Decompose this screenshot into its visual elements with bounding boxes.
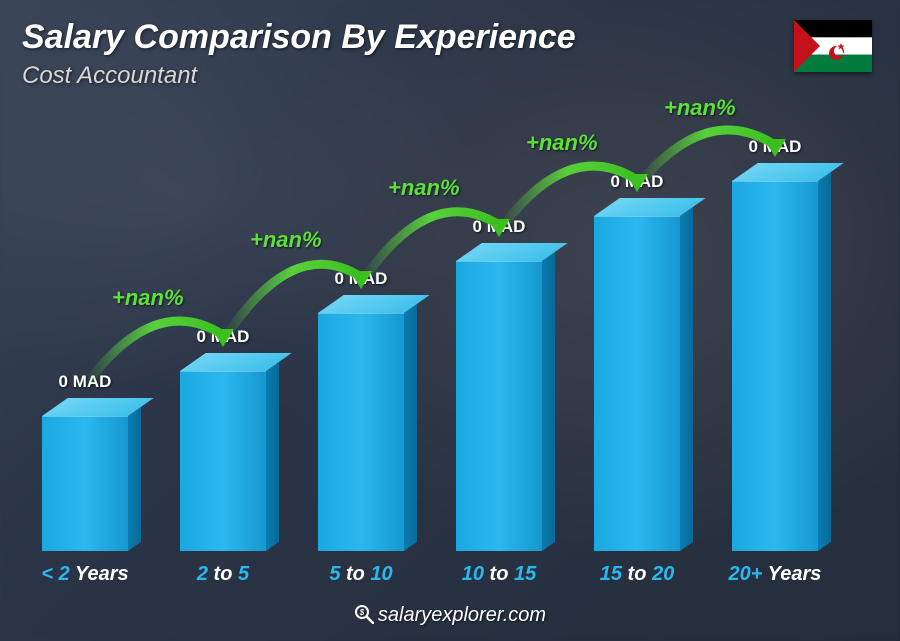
bar-front xyxy=(456,261,542,551)
bar-side xyxy=(542,252,555,551)
bar xyxy=(732,181,818,551)
chart-title: Salary Comparison By Experience xyxy=(22,18,576,57)
bar-value-label: 0 MAD xyxy=(444,217,554,237)
x-axis-label: 5 to 10 xyxy=(306,563,416,586)
bar-front xyxy=(594,216,680,551)
x-axis-label: 15 to 20 xyxy=(582,563,692,586)
bar xyxy=(456,261,542,551)
bar xyxy=(318,313,404,551)
percent-increase-label: +nan% xyxy=(526,130,598,156)
chart-subtitle: Cost Accountant xyxy=(22,62,197,90)
bar-value-label: 0 MAD xyxy=(168,327,278,347)
bar-value-label: 0 MAD xyxy=(30,372,140,392)
percent-increase-label: +nan% xyxy=(388,175,460,201)
bar-value-label: 0 MAD xyxy=(582,172,692,192)
bar-front xyxy=(180,371,266,551)
x-axis-label: < 2 Years xyxy=(30,563,140,586)
bar-side xyxy=(128,407,141,551)
bar xyxy=(42,416,128,551)
bar-side xyxy=(818,172,831,551)
x-axis-label: 20+ Years xyxy=(720,563,830,586)
footer-text: salaryexplorer.com xyxy=(378,604,546,626)
bar xyxy=(594,216,680,551)
bar-value-label: 0 MAD xyxy=(720,137,830,157)
svg-text:$: $ xyxy=(359,608,365,617)
chart-area: 0 MAD 0 MAD 0 MAD 0 MAD 0 MAD 0 MAD xyxy=(30,100,860,551)
bar-side xyxy=(404,304,417,551)
x-axis-label: 10 to 15 xyxy=(444,563,554,586)
percent-increase-label: +nan% xyxy=(112,285,184,311)
footer-attribution: $ salaryexplorer.com xyxy=(0,604,900,627)
magnify-dollar-icon: $ xyxy=(354,604,374,624)
bar-front xyxy=(42,416,128,551)
percent-increase-label: +nan% xyxy=(250,227,322,253)
bar-value-label: 0 MAD xyxy=(306,269,416,289)
bar xyxy=(180,371,266,551)
flag-icon xyxy=(794,20,872,72)
bar-front xyxy=(732,181,818,551)
bar-side xyxy=(680,207,693,551)
percent-increase-label: +nan% xyxy=(664,95,736,121)
bar-side xyxy=(266,362,279,551)
bar-front xyxy=(318,313,404,551)
x-axis-label: 2 to 5 xyxy=(168,563,278,586)
